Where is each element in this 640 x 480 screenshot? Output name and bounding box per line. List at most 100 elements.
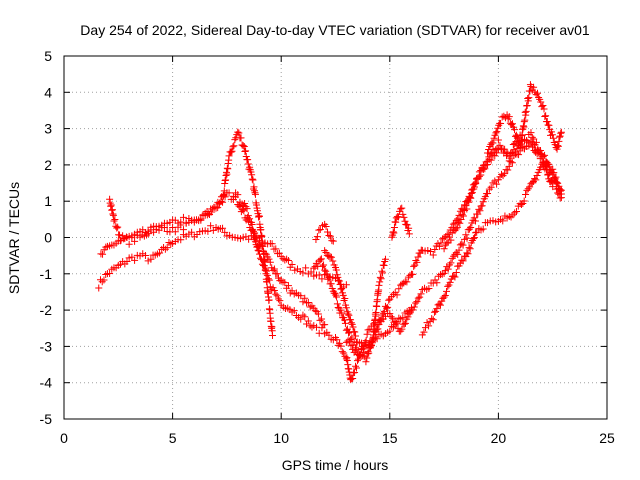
data-point — [264, 275, 272, 283]
data-point — [496, 141, 504, 149]
data-point — [376, 278, 384, 286]
data-point — [410, 262, 418, 270]
x-axis-title: GPS time / hours — [282, 457, 389, 473]
data-point — [557, 129, 565, 137]
data-point — [328, 237, 336, 245]
data-point — [100, 276, 108, 284]
data-point — [548, 131, 556, 139]
data-point — [554, 142, 562, 150]
data-point — [341, 319, 349, 327]
data-point — [108, 206, 116, 214]
data-point — [274, 295, 282, 303]
data-point — [342, 304, 350, 312]
x-tick-label: 10 — [273, 430, 289, 446]
data-point — [242, 147, 250, 155]
data-point — [340, 349, 348, 357]
data-point — [416, 293, 424, 301]
data-point — [352, 332, 360, 340]
data-point — [449, 220, 457, 228]
data-point — [493, 149, 501, 157]
data-point — [393, 291, 401, 299]
data-point — [494, 124, 502, 132]
data-point — [504, 166, 512, 174]
data-point — [463, 234, 471, 242]
data-point — [476, 207, 484, 215]
data-point — [387, 313, 395, 321]
data-point — [263, 271, 271, 279]
data-point — [279, 278, 287, 286]
data-point — [555, 137, 563, 145]
data-point — [350, 338, 358, 346]
data-point — [277, 276, 285, 284]
data-point — [463, 205, 471, 213]
data-point — [240, 142, 248, 150]
data-point — [114, 223, 122, 231]
data-point — [322, 267, 330, 275]
data-point — [310, 264, 318, 272]
data-point — [511, 139, 519, 147]
data-point — [542, 163, 550, 171]
data-point — [393, 318, 401, 326]
data-point — [447, 259, 455, 267]
data-point — [341, 295, 349, 303]
data-point — [501, 170, 509, 178]
data-point — [273, 270, 281, 278]
data-point — [520, 197, 528, 205]
data-point — [261, 266, 269, 274]
data-point — [414, 294, 422, 302]
data-point — [265, 276, 273, 284]
data-point — [545, 121, 553, 129]
data-point — [497, 145, 505, 153]
data-point — [444, 282, 452, 290]
data-point — [241, 147, 249, 155]
data-point — [404, 273, 412, 281]
data-point — [337, 342, 345, 350]
data-point — [475, 168, 483, 176]
data-point — [429, 251, 437, 259]
data-point — [549, 183, 557, 191]
data-point — [363, 330, 371, 338]
data-point — [250, 183, 258, 191]
data-point — [353, 357, 361, 365]
data-point — [459, 257, 467, 265]
data-point — [347, 319, 355, 327]
data-point — [513, 150, 521, 158]
data-point — [255, 250, 263, 258]
data-point — [540, 105, 548, 113]
y-tick-label: 5 — [44, 48, 52, 64]
data-point — [221, 193, 229, 201]
data-point — [477, 167, 485, 175]
data-point — [313, 233, 321, 241]
data-point — [394, 213, 402, 221]
data-point — [251, 189, 259, 197]
data-point — [435, 272, 443, 280]
data-point — [400, 279, 408, 287]
data-point — [557, 186, 565, 194]
data-point — [515, 151, 523, 159]
data-point — [321, 266, 329, 274]
data-point — [454, 250, 462, 258]
data-point — [405, 230, 413, 238]
data-point — [248, 175, 256, 183]
data-point — [363, 354, 371, 362]
data-point — [131, 256, 139, 264]
data-point — [479, 198, 487, 206]
data-point — [265, 255, 273, 263]
data-point — [386, 310, 394, 318]
data-point — [493, 128, 501, 136]
data-point — [470, 214, 478, 222]
data-point — [333, 300, 341, 308]
data-point — [511, 209, 519, 217]
data-point — [362, 358, 370, 366]
data-point — [405, 224, 413, 232]
data-point — [465, 244, 473, 252]
data-point — [205, 210, 213, 218]
data-point — [281, 279, 289, 287]
data-point — [481, 165, 489, 173]
data-point — [455, 211, 463, 219]
data-point — [177, 218, 185, 226]
data-point — [509, 120, 517, 128]
data-point — [325, 274, 333, 282]
data-point — [466, 193, 474, 201]
data-point — [463, 249, 471, 257]
